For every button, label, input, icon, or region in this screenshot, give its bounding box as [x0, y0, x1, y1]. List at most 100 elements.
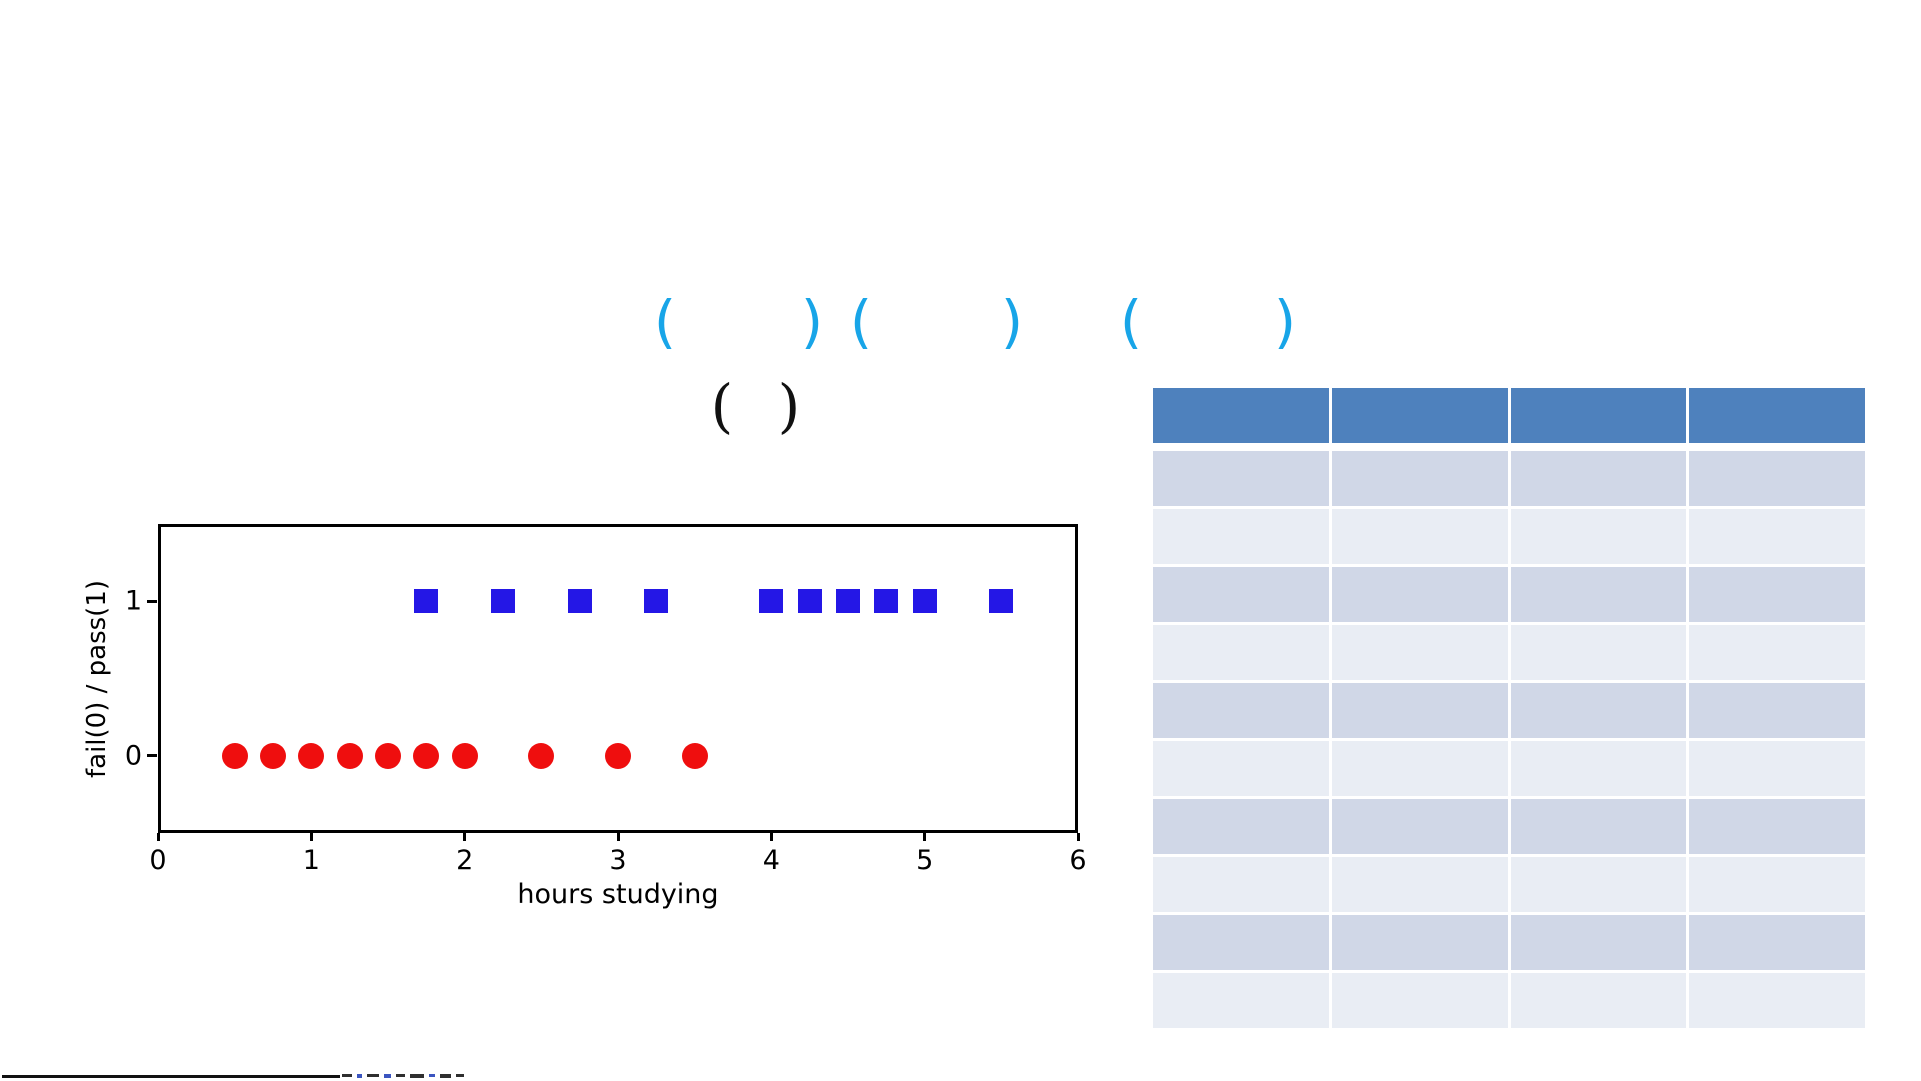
fail-data-point	[451, 742, 478, 769]
open-paren-glyph: (	[849, 289, 873, 356]
table-header-row	[1153, 388, 1865, 443]
text-fragment-mark	[456, 1074, 464, 1077]
fail-data-point	[681, 742, 708, 769]
x-tick-mark	[1076, 833, 1080, 841]
y-tick-label: 1	[124, 585, 142, 617]
cropped-text-fragment	[342, 1074, 464, 1078]
table-cell	[1331, 741, 1508, 796]
pass-data-point	[759, 589, 784, 614]
open-paren-glyph: (	[653, 289, 677, 356]
table-cell	[1689, 567, 1865, 622]
table-cell	[1689, 857, 1865, 912]
x-tick-mark	[309, 833, 313, 841]
fail-data-point	[413, 742, 440, 769]
table-cell	[1153, 799, 1329, 854]
open-paren-glyph: (	[1119, 289, 1143, 356]
y-tick-mark	[147, 754, 157, 758]
table-cell	[1689, 973, 1865, 1028]
table-cell	[1510, 741, 1687, 796]
table-cell	[1689, 741, 1865, 796]
table-cell	[1153, 915, 1329, 970]
x-tick-mark	[463, 833, 467, 841]
table-cell	[1153, 741, 1329, 796]
table-cell	[1510, 509, 1687, 564]
plot-frame	[158, 524, 1078, 833]
table-cell	[1153, 973, 1329, 1028]
x-tick-label: 0	[149, 845, 167, 876]
pass-data-point	[912, 589, 937, 614]
table-cell	[1689, 451, 1865, 506]
pass-data-point	[567, 589, 592, 614]
table-cell	[1510, 625, 1687, 680]
pass-data-point	[414, 589, 439, 614]
table-cell	[1331, 973, 1508, 1028]
y-tick-mark	[147, 599, 157, 603]
x-tick-mark	[923, 833, 927, 841]
pass-data-point	[797, 589, 822, 614]
table-cell	[1510, 799, 1687, 854]
fail-data-point	[336, 742, 363, 769]
table-header-cell	[1510, 388, 1687, 443]
table-cell	[1153, 683, 1329, 738]
table-cell	[1510, 683, 1687, 738]
table-cell	[1689, 915, 1865, 970]
table-cell	[1510, 973, 1687, 1028]
x-axis-label: hours studying	[517, 879, 719, 910]
footer-rule	[2, 1075, 340, 1078]
text-fragment-mark	[342, 1074, 352, 1077]
x-tick-label: 5	[916, 845, 934, 876]
table-cell	[1331, 625, 1508, 680]
pass-data-point	[874, 589, 899, 614]
table-cell	[1153, 625, 1329, 680]
text-fragment-mark	[357, 1074, 362, 1078]
text-fragment-mark	[384, 1074, 391, 1078]
x-tick-label: 2	[456, 845, 474, 876]
fail-data-point	[605, 742, 631, 769]
y-axis-label: fail(0) / pass(1)	[82, 579, 112, 779]
table-cell	[1510, 857, 1687, 912]
x-tick-mark	[616, 833, 620, 841]
x-tick-label: 6	[1069, 845, 1087, 876]
y-tick-label: 0	[124, 740, 142, 772]
fail-data-point	[375, 742, 401, 769]
text-fragment-mark	[396, 1074, 405, 1077]
x-tick-mark	[769, 833, 773, 841]
table-cell	[1510, 451, 1687, 506]
table-cell	[1153, 451, 1329, 506]
table-header-cell	[1153, 388, 1329, 443]
pass-data-point	[491, 589, 515, 614]
x-tick-mark	[156, 833, 160, 841]
table-cell	[1153, 567, 1329, 622]
close-paren-glyph: )	[777, 372, 801, 440]
text-fragment-mark	[429, 1074, 435, 1077]
pass-data-point	[989, 589, 1014, 614]
table-cell	[1510, 915, 1687, 970]
close-paren-glyph: )	[1000, 289, 1024, 356]
fail-data-point	[528, 742, 555, 769]
text-fragment-mark	[440, 1074, 451, 1078]
table-cell	[1331, 857, 1508, 912]
table-cell	[1689, 683, 1865, 738]
open-paren-glyph: (	[710, 372, 734, 440]
x-tick-label: 1	[302, 845, 320, 876]
data-table	[1153, 388, 1865, 1028]
close-paren-glyph: )	[1273, 289, 1297, 356]
fail-data-point	[260, 742, 286, 769]
table-header-cell	[1331, 388, 1508, 443]
table-cell	[1331, 799, 1508, 854]
fail-data-point	[298, 742, 325, 769]
table-cell	[1331, 915, 1508, 970]
close-paren-glyph: )	[800, 289, 824, 356]
pass-data-point	[836, 589, 860, 614]
x-tick-label: 3	[609, 845, 627, 876]
table-cell	[1689, 625, 1865, 680]
x-tick-label: 4	[762, 845, 780, 876]
table-cell	[1689, 509, 1865, 564]
table-cell	[1510, 567, 1687, 622]
text-fragment-mark	[367, 1074, 379, 1077]
table-cell	[1689, 799, 1865, 854]
table-cell	[1153, 857, 1329, 912]
table-header-cell	[1689, 388, 1865, 443]
table-cell	[1331, 451, 1508, 506]
